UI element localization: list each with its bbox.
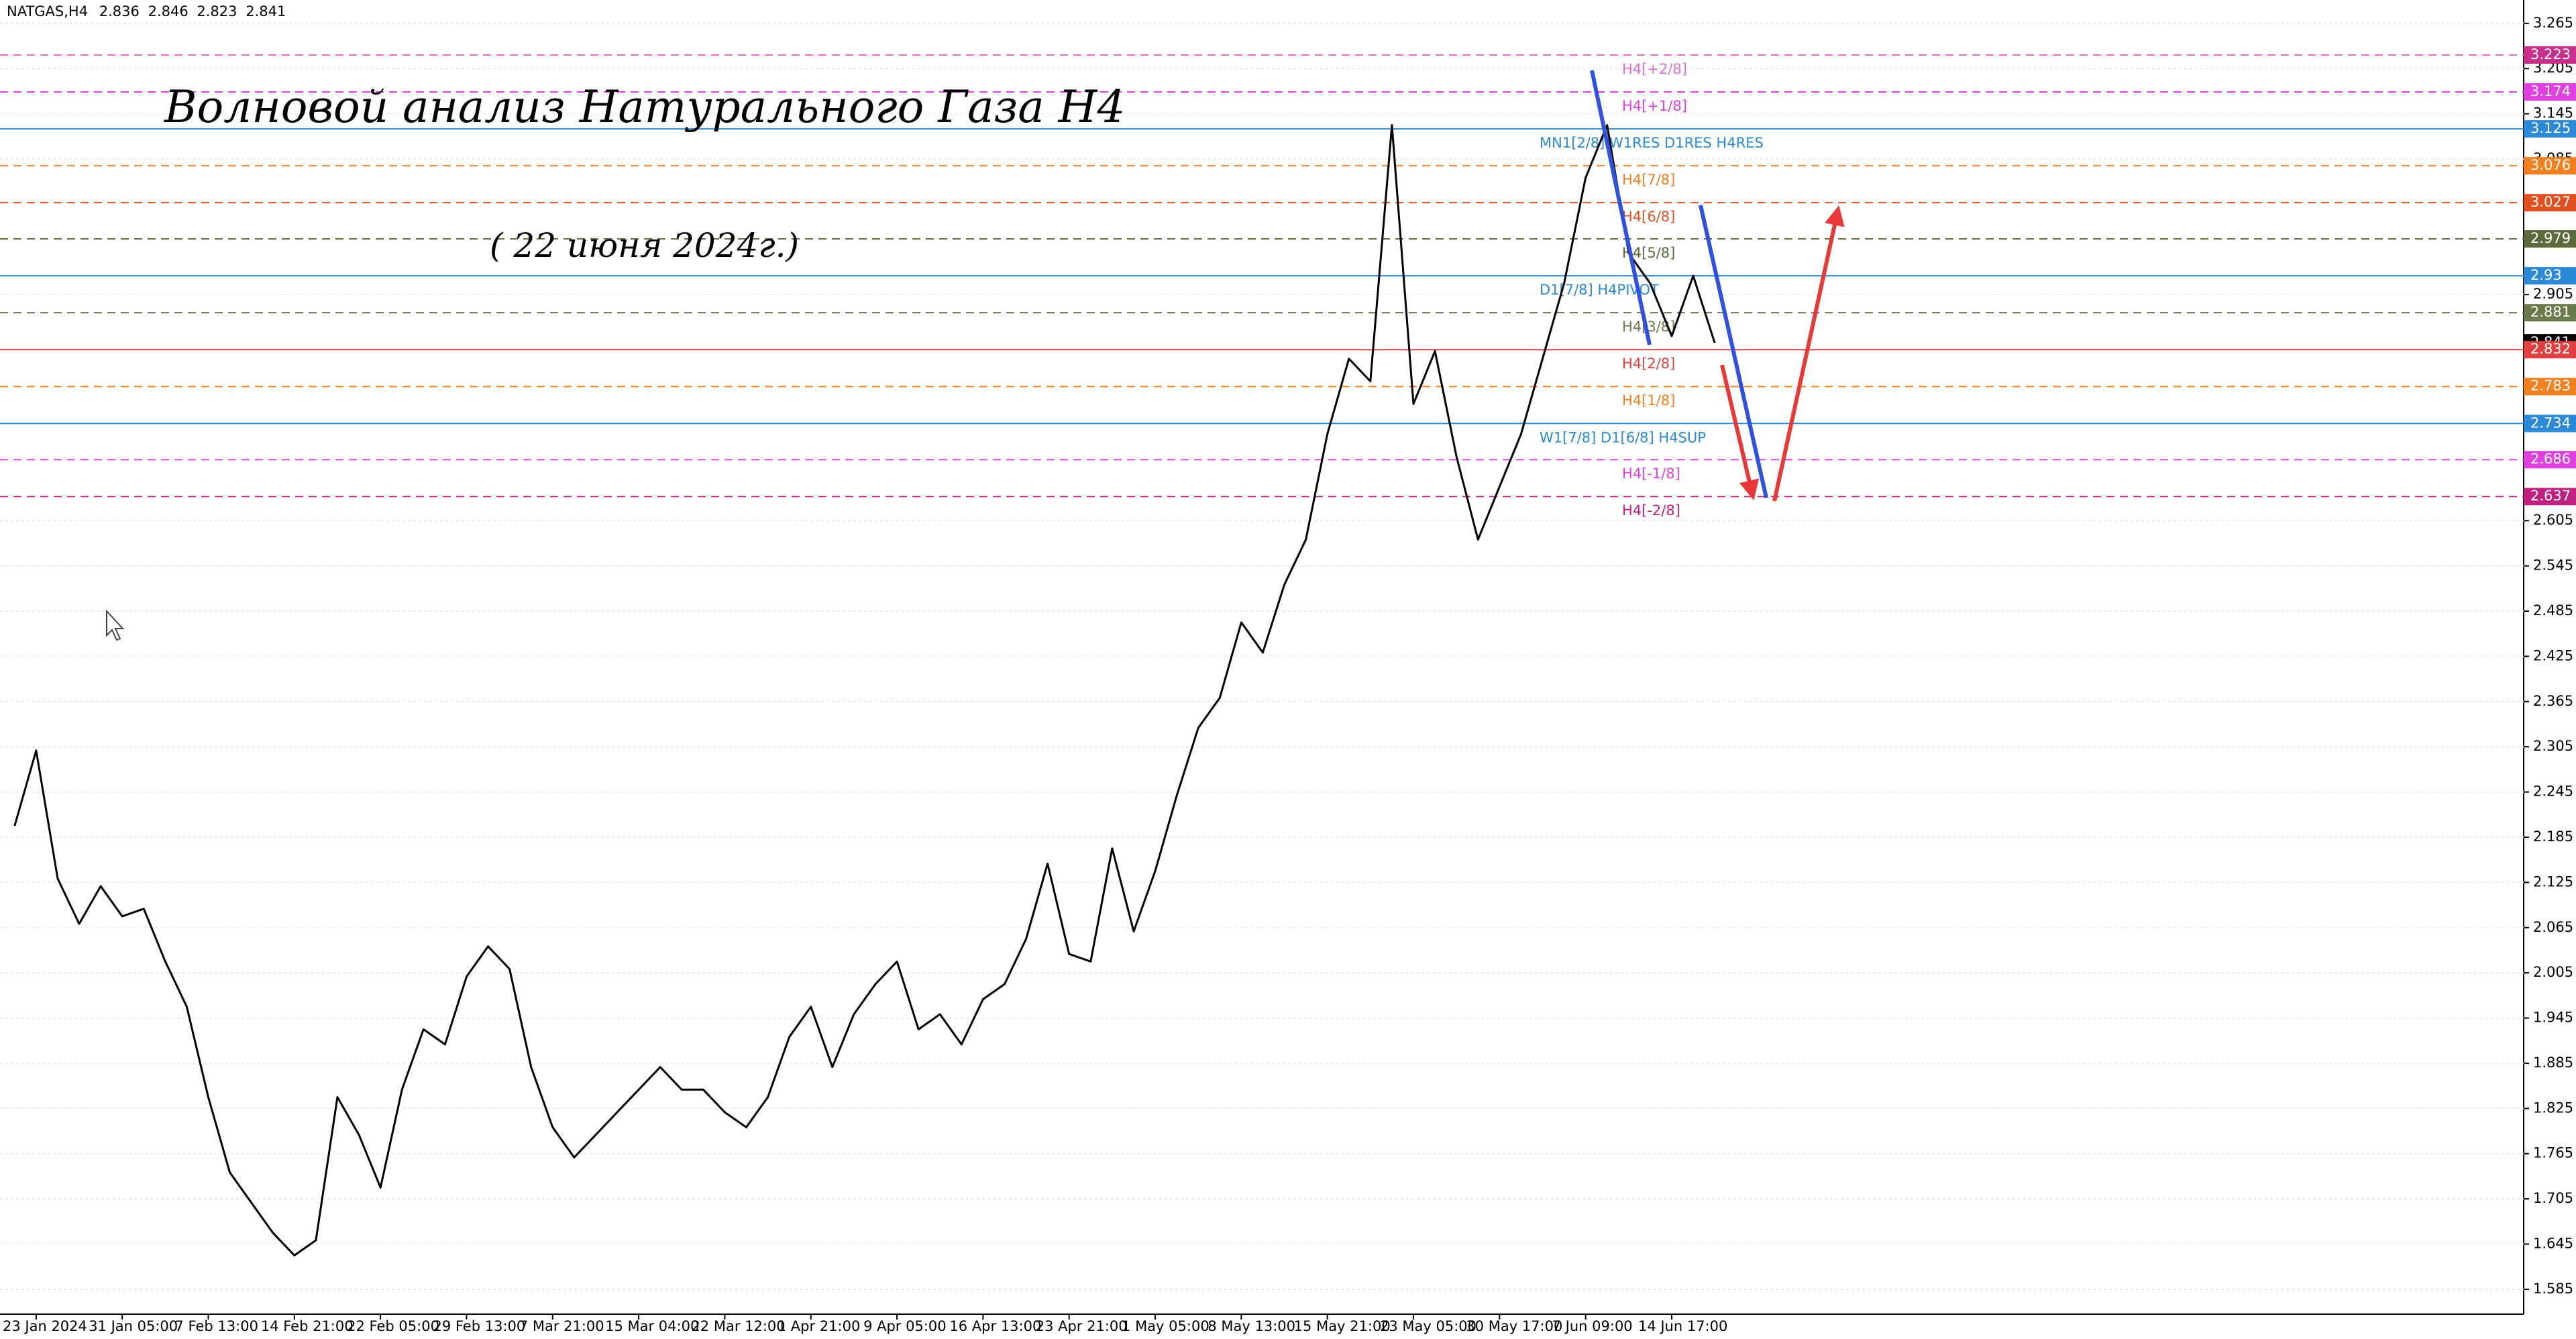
plot bbox=[13, 124, 1716, 1256]
level-box bbox=[2524, 230, 2576, 248]
chart-title: Волновой анализ Натурального Газа H4 bbox=[164, 81, 1125, 133]
level-box bbox=[2524, 267, 2576, 285]
x-tick-label: 14 Jun 17:00 bbox=[1638, 1318, 1727, 1334]
y-tick-label: 2.185 bbox=[2533, 828, 2573, 845]
y-tick-label: 1.885 bbox=[2533, 1055, 2573, 1071]
x-tick-label: 9 Apr 05:00 bbox=[863, 1318, 947, 1334]
level-label: H4[+2/8] bbox=[1622, 61, 1687, 77]
x-tick-label: 22 Mar 12:00 bbox=[691, 1318, 785, 1334]
level-box-label: 2.93 bbox=[2530, 267, 2562, 283]
x-tick-label: 16 Apr 13:00 bbox=[949, 1318, 1041, 1334]
chart-subtitle: ( 22 июня 2024г.) bbox=[490, 226, 799, 265]
level-label: H4[1/8] bbox=[1622, 392, 1675, 409]
level-box-label: 2.881 bbox=[2530, 304, 2571, 320]
x-tick-label: 31 Jan 05:00 bbox=[89, 1318, 178, 1334]
x-tick-label: 7 Jun 09:00 bbox=[1552, 1318, 1633, 1334]
forecast-arrow bbox=[1772, 205, 1845, 502]
level-box bbox=[2524, 304, 2576, 322]
level-box bbox=[2524, 157, 2576, 175]
y-tick-label: 2.545 bbox=[2533, 557, 2573, 574]
price-line bbox=[13, 124, 1716, 1256]
x-tick-label: 1 May 05:00 bbox=[1122, 1318, 1210, 1334]
level-box-label: 3.223 bbox=[2530, 46, 2571, 62]
wave-line bbox=[1590, 70, 1652, 345]
y-tick-label: 1.945 bbox=[2533, 1010, 2573, 1026]
symbol: NATGAS,H4 bbox=[7, 3, 88, 19]
grid bbox=[0, 22, 2524, 1290]
y-tick-label: 2.005 bbox=[2533, 964, 2573, 980]
y-tick-label: 3.265 bbox=[2533, 15, 2573, 31]
level-box bbox=[2524, 451, 2576, 469]
mouse-cursor bbox=[106, 609, 125, 641]
x-tick-label: 29 Feb 13:00 bbox=[433, 1318, 525, 1334]
level-box bbox=[2524, 46, 2576, 64]
y-tick-label: 2.245 bbox=[2533, 784, 2573, 800]
level-box bbox=[2524, 120, 2576, 138]
y-tick-label: 2.425 bbox=[2533, 647, 2573, 663]
x-tick-label: 15 May 21:00 bbox=[1294, 1318, 1391, 1334]
x-tick-label: 23 Jan 2024 bbox=[3, 1318, 87, 1334]
forecast-arrow bbox=[1720, 364, 1760, 500]
open: 2.836 bbox=[99, 3, 140, 19]
x-tick-label: 30 May 17:00 bbox=[1466, 1318, 1562, 1334]
level-box bbox=[2524, 194, 2576, 212]
level-label: W1[7/8] D1[6/8] H4SUP bbox=[1540, 429, 1706, 445]
high: 2.846 bbox=[148, 3, 189, 19]
x-tick-label: 7 Feb 13:00 bbox=[175, 1318, 258, 1334]
wave-line bbox=[1699, 205, 1768, 498]
level-box-label: 3.174 bbox=[2530, 83, 2571, 99]
y-tick-label: 1.585 bbox=[2533, 1281, 2573, 1297]
level-box-label: 2.832 bbox=[2530, 341, 2571, 357]
x-tick-label: 8 May 13:00 bbox=[1208, 1318, 1295, 1334]
level-box-label: 2.783 bbox=[2530, 378, 2571, 394]
level-label: H4[2/8] bbox=[1622, 356, 1675, 372]
level-label: H4[+1/8] bbox=[1622, 98, 1687, 114]
level-box bbox=[2524, 83, 2576, 101]
y-tick-label: 3.145 bbox=[2533, 105, 2573, 121]
y-tick-label: 2.305 bbox=[2533, 738, 2573, 754]
level-box-label: 3.076 bbox=[2530, 157, 2571, 173]
level-box-label: 2.734 bbox=[2530, 415, 2571, 431]
y-tick-label: 2.485 bbox=[2533, 602, 2573, 619]
x-tick-label: 15 Mar 04:00 bbox=[605, 1318, 699, 1334]
x-tick-label: 14 Feb 21:00 bbox=[261, 1318, 354, 1334]
level-label: H4[-1/8] bbox=[1622, 466, 1680, 482]
y-tick-label: 2.125 bbox=[2533, 873, 2573, 890]
x-tick-label: 7 Mar 21:00 bbox=[519, 1318, 604, 1334]
level-box-label: 2.979 bbox=[2530, 230, 2571, 246]
level-label: MN1[2/8] W1RES D1RES H4RES bbox=[1540, 135, 1764, 151]
level-box bbox=[2524, 378, 2576, 396]
low: 2.823 bbox=[197, 3, 237, 19]
y-tick-label: 2.065 bbox=[2533, 919, 2573, 935]
x-tick-label: 1 Apr 21:00 bbox=[777, 1318, 861, 1334]
level-box-label: 2.686 bbox=[2530, 451, 2571, 467]
level-box-label: 3.027 bbox=[2530, 194, 2571, 210]
y-tick-label: 1.765 bbox=[2533, 1145, 2573, 1161]
y-tick-label: 1.705 bbox=[2533, 1190, 2573, 1206]
level-box bbox=[2524, 488, 2576, 506]
level-box-label: 2.637 bbox=[2530, 488, 2571, 504]
y-tick-label: 1.645 bbox=[2533, 1236, 2573, 1252]
x-tick-label: 22 Feb 05:00 bbox=[347, 1318, 439, 1334]
forecast bbox=[1590, 70, 1845, 502]
y-tick-label: 2.605 bbox=[2533, 512, 2573, 528]
y-tick-label: 2.905 bbox=[2533, 286, 2573, 302]
level-label: H4[-2/8] bbox=[1622, 502, 1680, 519]
x-tick-label: 23 Apr 21:00 bbox=[1036, 1318, 1128, 1334]
level-label: H4[7/8] bbox=[1622, 172, 1675, 188]
level-box bbox=[2524, 341, 2576, 359]
header: NATGAS,H4 2.836 2.846 2.823 2.841 bbox=[7, 3, 286, 19]
levels: H4[+2/8] H4[+1/8] MN1[2/8] W1RES D1RES H4R… bbox=[0, 54, 2524, 519]
y-tick-label: 1.825 bbox=[2533, 1100, 2573, 1116]
axis: 3.2653.2053.1453.0852.9052.6052.5452.485… bbox=[3, 15, 2576, 1334]
level-label: H4[6/8] bbox=[1622, 209, 1675, 225]
x-tick-label: 23 May 05:00 bbox=[1380, 1318, 1477, 1334]
level-box bbox=[2524, 415, 2576, 433]
level-box-label: 3.125 bbox=[2530, 120, 2571, 136]
close: 2.841 bbox=[246, 3, 286, 19]
y-tick-label: 2.365 bbox=[2533, 693, 2573, 709]
